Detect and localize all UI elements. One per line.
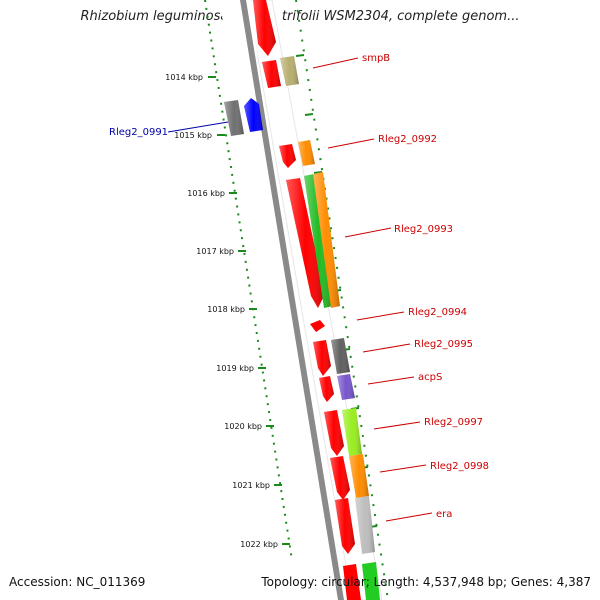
scale-dotted-line-right [295, 0, 389, 600]
scale-dotted-line-left [204, 0, 293, 561]
tick-label: 1017 kbp [196, 247, 234, 256]
gene-label-rleg2-0992[interactable]: Rleg2_0992 [378, 134, 437, 145]
gene-label-rleg2-0994[interactable]: Rleg2_0994 [408, 307, 467, 318]
gene-features[interactable] [224, 0, 380, 600]
gene-label-rleg2-0993[interactable]: Rleg2_0993 [394, 224, 453, 235]
genome-track-band-outer [220, 0, 330, 600]
tick-label: 1021 kbp [232, 481, 270, 490]
tick-label: 1016 kbp [187, 189, 225, 198]
gene-label-era[interactable]: era [436, 509, 452, 520]
tick-label: 1019 kbp [216, 364, 254, 373]
map-title: Rhizobium leguminosarum bv. trifolii WSM… [80, 9, 520, 24]
gene-feature-bottom-red[interactable] [343, 564, 361, 600]
genome-stats-text: Topology: circular; Length: 4,537,948 bp… [261, 575, 591, 589]
gene-label-rleg2-0991[interactable]: Rleg2_0991 [109, 127, 168, 138]
tick-label: 1018 kbp [207, 305, 245, 314]
tick-label: 1014 kbp [165, 73, 203, 82]
tick-label: 1020 kbp [224, 422, 262, 431]
tick-label: 1022 kbp [240, 540, 278, 549]
gene-label-acps[interactable]: acpS [418, 372, 442, 383]
scale-ticks: 1014 kbp 1015 kbp 1016 kbp 1017 kbp 1018… [165, 73, 290, 549]
tick-label: 1015 kbp [174, 131, 212, 140]
gene-feature-rleg2-0994[interactable] [310, 320, 325, 332]
gene-label-rleg2-0997[interactable]: Rleg2_0997 [424, 417, 483, 428]
gene-label-rleg2-0995[interactable]: Rleg2_0995 [414, 339, 473, 350]
gene-label-smpb[interactable]: smpB [362, 53, 390, 64]
genome-backbone [240, 0, 344, 600]
accession-text: Accession: NC_011369 [9, 575, 146, 589]
gene-feature-bottom-green[interactable] [362, 562, 380, 600]
gene-label-rleg2-0998[interactable]: Rleg2_0998 [430, 461, 489, 472]
gene-labels[interactable]: smpB Rleg2_0991 Rleg2_0992 Rleg2_0993 Rl… [109, 53, 489, 522]
